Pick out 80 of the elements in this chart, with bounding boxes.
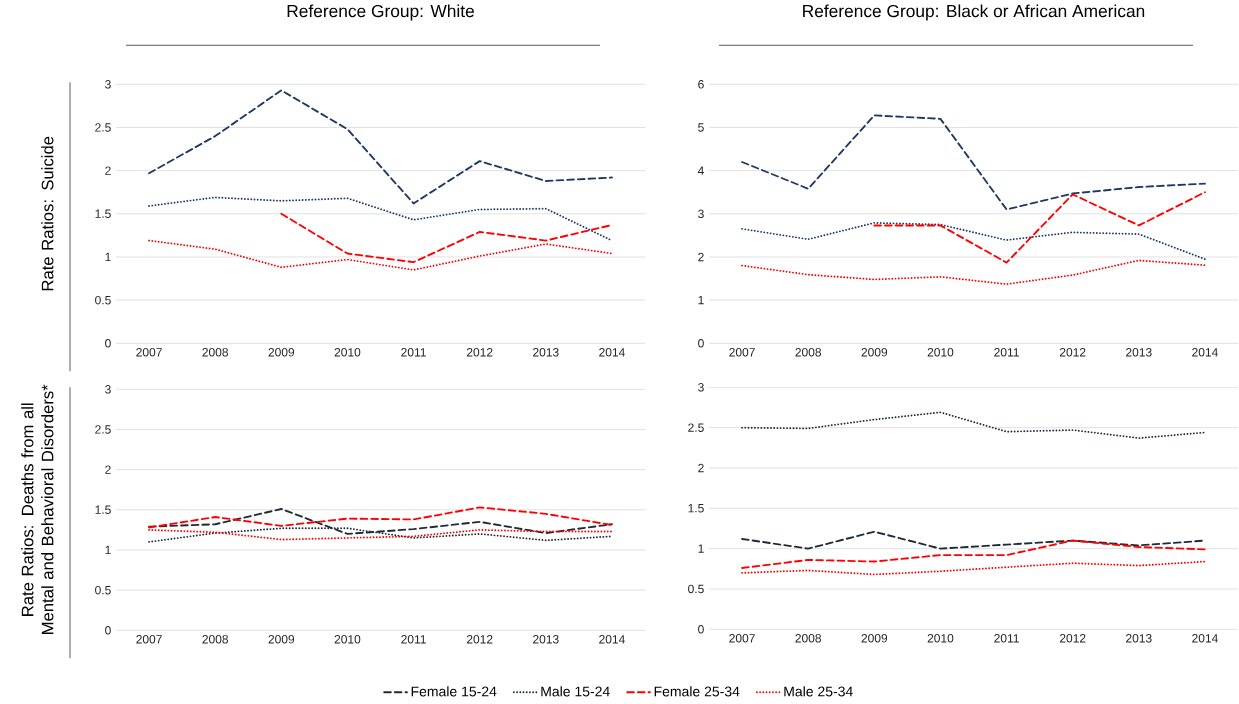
line-series [148,89,613,205]
y-tick-label: 3 [698,209,704,219]
x-tick-label: 2011 [401,635,426,644]
y-tick-label: 0 [105,339,111,348]
x-tick-label: 2014 [599,635,625,644]
y-tick-label: 2 [105,465,111,475]
x-tick-label: 2010 [334,348,361,357]
x-tick-label: 2013 [1126,634,1152,643]
y-tick-label: 0 [105,626,111,635]
y-tick-label: 1.5 [95,505,111,515]
x-tick-label: 2009 [861,634,888,643]
y-tick-label: 2 [105,166,111,176]
legend-label: Male 15-24 [541,686,610,697]
y-tick-label: 3 [105,80,111,89]
x-tick-label: 2009 [268,635,295,644]
y-tick-label: 0.5 [688,584,704,594]
x-tick-label: 2014 [1192,348,1218,357]
line-series [148,196,613,242]
y-tick-label: 3 [698,383,704,392]
x-tick-label: 2007 [136,348,162,357]
y-tick-label: 0 [698,625,704,634]
x-tick-label: 2013 [1126,348,1152,357]
legend-label: Female 25-34 [654,686,740,697]
x-tick-label: 2012 [1059,634,1086,643]
x-tick-label: 2012 [466,635,493,644]
line-series [741,259,1206,286]
line-series [741,560,1206,576]
y-tick-label: 0.5 [95,586,111,595]
line-series [280,213,613,264]
y-tick-label: 4 [697,166,704,175]
x-tick-label: 2013 [533,635,559,644]
y-tick-label: 1 [698,544,704,553]
line-series [148,239,613,272]
y-tick-label: 1 [105,546,111,555]
y-tick-label: 5 [698,123,704,132]
y-tick-label: 1 [698,296,704,305]
x-tick-label: 2007 [729,634,755,643]
chart-title: Reference Group: White [287,4,474,21]
line-series [741,530,1206,550]
y-tick-label: 0.5 [95,296,111,305]
y-tick-label: 2 [698,463,704,473]
legend-label: Male 25-34 [784,686,853,697]
y-tick-label: 2.5 [688,423,704,433]
y-tick-label: 1 [105,253,111,262]
x-tick-label: 2014 [599,348,625,357]
x-tick-label: 2009 [861,348,888,357]
x-tick-label: 2008 [795,634,821,643]
x-tick-label: 2011 [994,634,1019,643]
x-tick-label: 2007 [729,348,755,357]
x-tick-label: 2008 [202,348,228,357]
y-tick-label: 2.5 [95,425,111,434]
x-tick-label: 2011 [401,348,426,357]
y-axis-title: Rate Ratios: Deaths from all Mental and Behavioral Disorders* [21,384,54,635]
x-tick-label: 2010 [927,348,954,357]
line-series [741,114,1206,211]
line-series [741,222,1206,261]
line-series [741,539,1206,570]
chart-title: Reference Group: Black or African American [803,4,1145,21]
x-tick-label: 2014 [1192,634,1218,643]
x-tick-label: 2012 [466,348,493,357]
y-tick-label: 2 [698,252,704,262]
y-axis-title: Rate Ratios: Suicide [41,136,54,291]
x-tick-label: 2013 [533,348,559,357]
x-tick-label: 2009 [268,348,295,357]
x-tick-label: 2007 [136,635,162,644]
x-tick-label: 2010 [334,635,361,644]
y-tick-label: 0 [698,339,704,348]
y-tick-label: 6 [698,80,704,89]
x-tick-label: 2008 [795,348,822,357]
x-tick-label: 2011 [994,348,1019,357]
line-series [741,411,1206,440]
y-tick-label: 3 [105,385,111,394]
y-tick-label: 1.5 [95,209,111,219]
legend-label: Female 15-24 [411,686,497,697]
y-tick-label: 2.5 [95,123,111,132]
line-series [873,191,1206,264]
y-tick-label: 1.5 [688,504,704,513]
x-tick-label: 2010 [927,634,954,643]
x-tick-label: 2008 [202,635,228,644]
x-tick-label: 2012 [1059,348,1086,357]
